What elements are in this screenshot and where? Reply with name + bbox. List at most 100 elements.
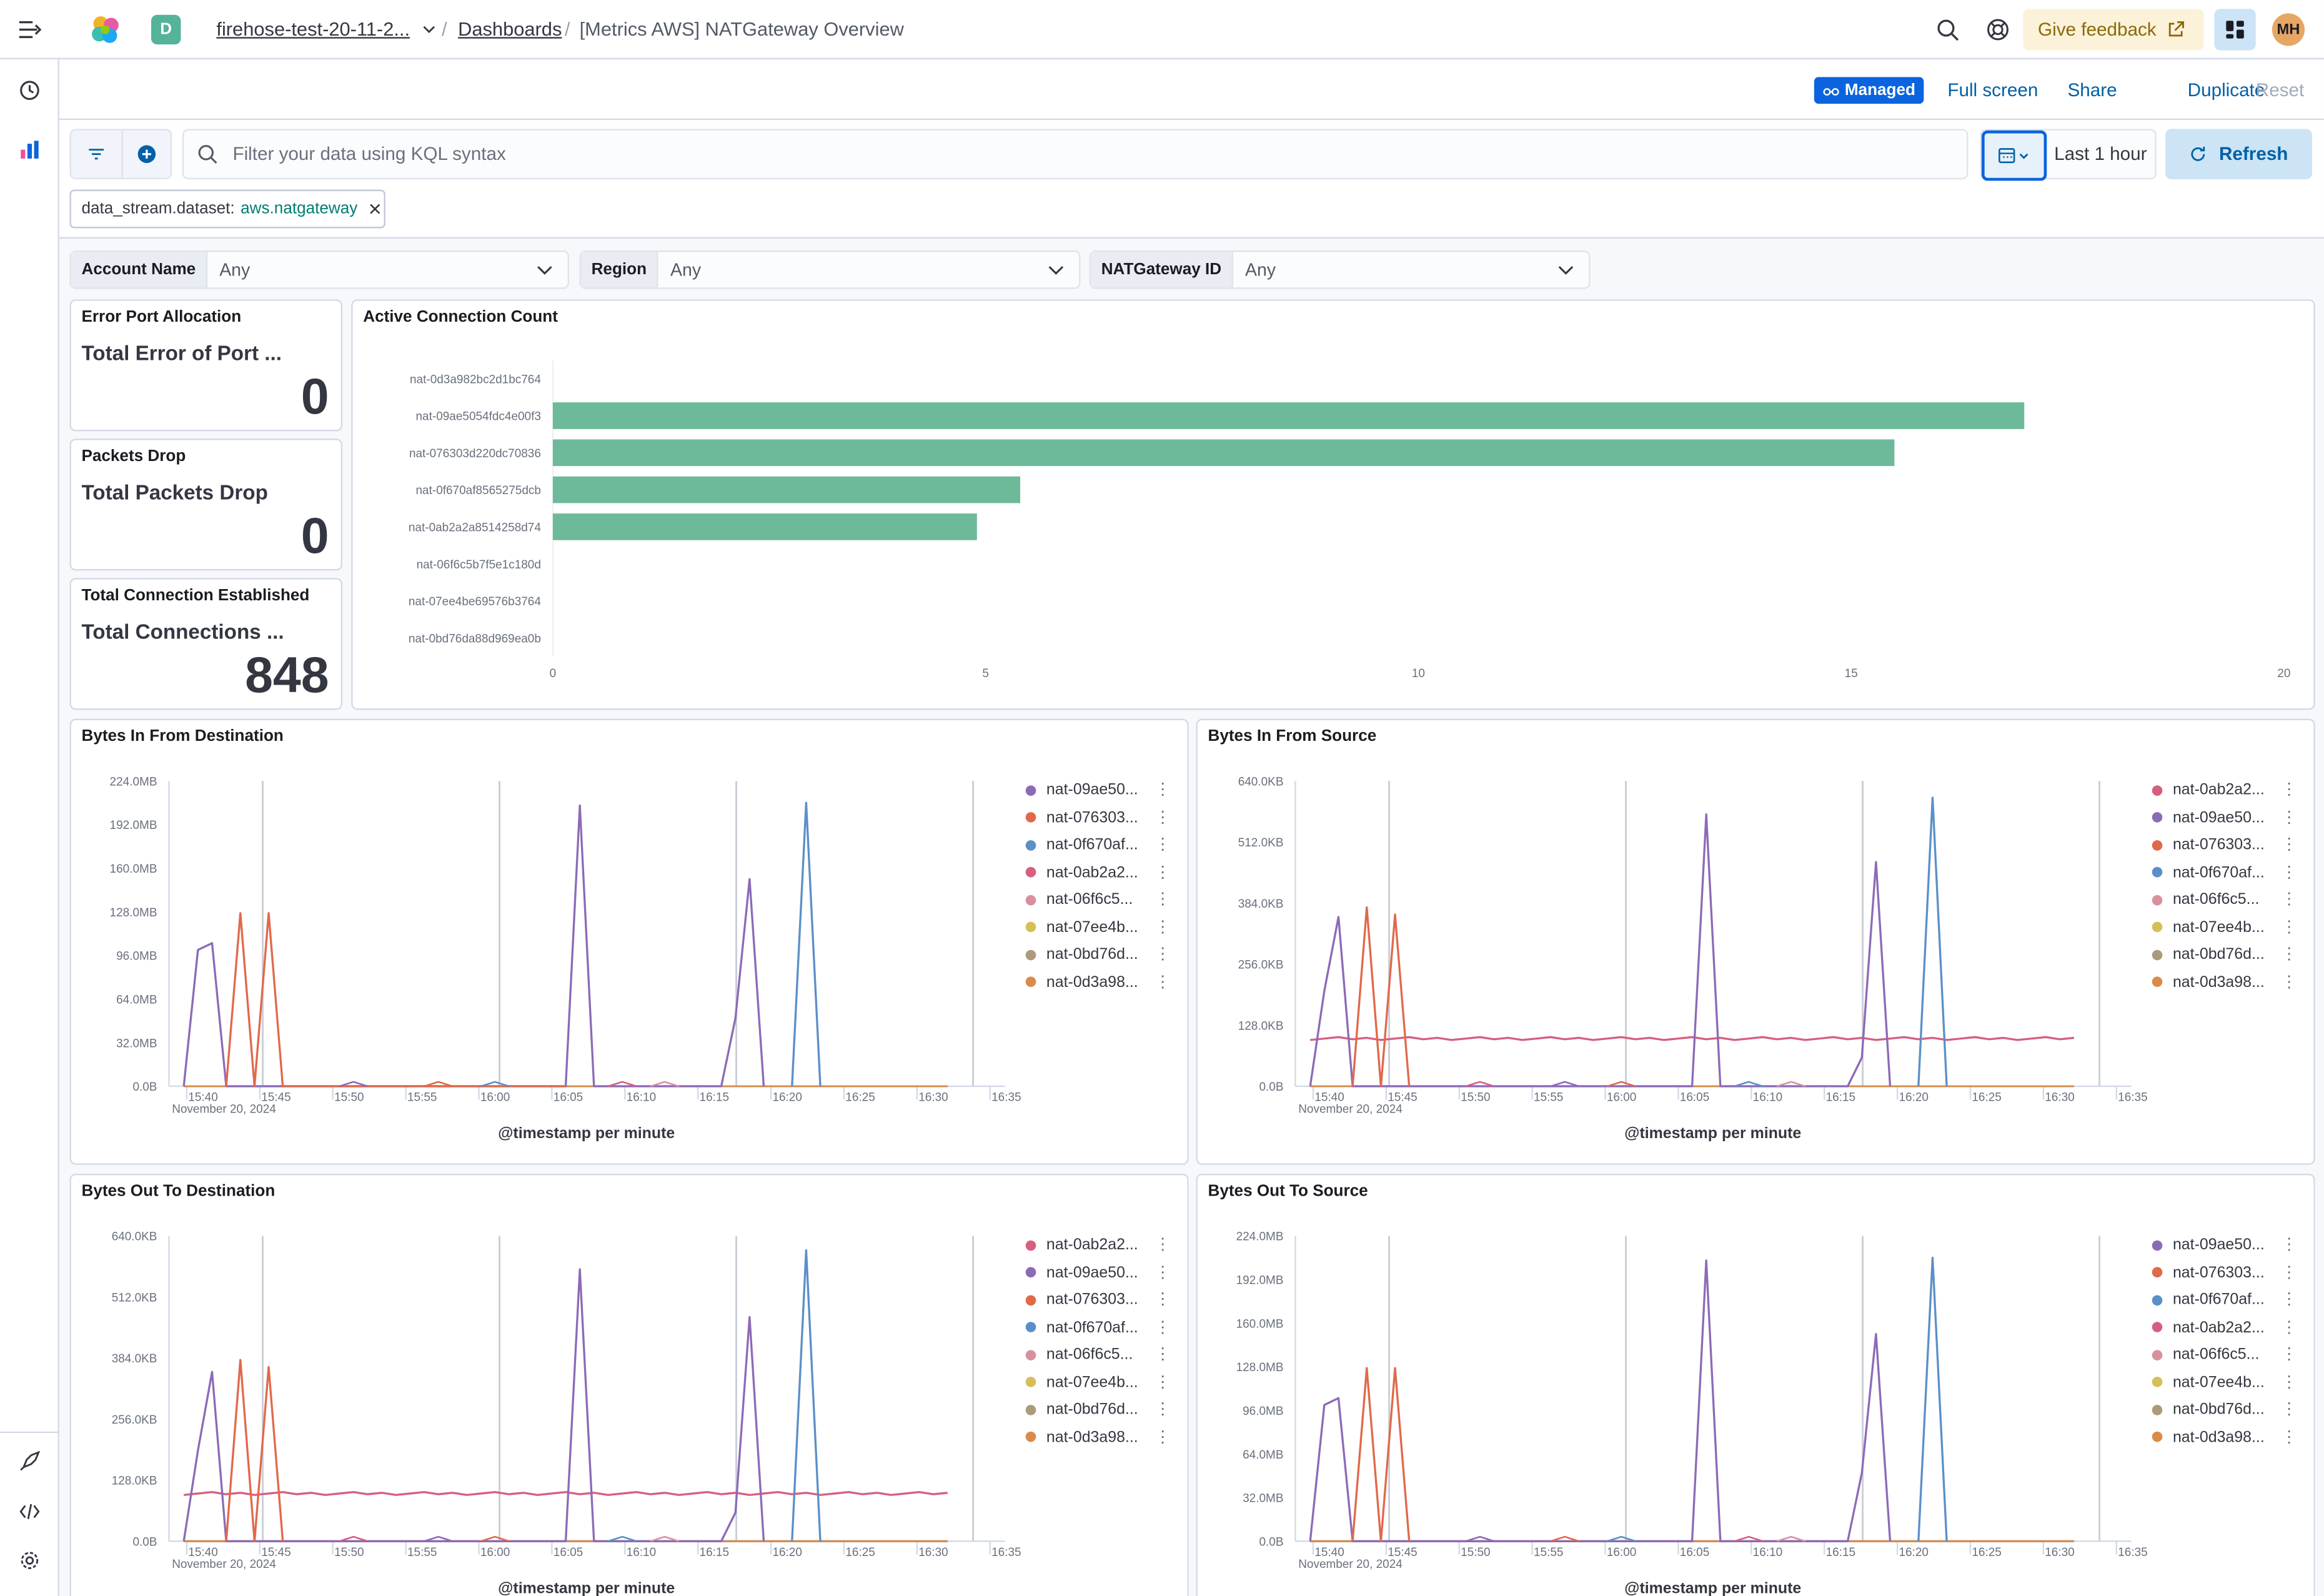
- legend-menu-icon[interactable]: ⋮: [2281, 1400, 2298, 1419]
- legend-item[interactable]: nat-0bd76d...: [1025, 944, 1138, 964]
- legend-menu-icon[interactable]: ⋮: [2281, 808, 2298, 826]
- legend-menu-icon[interactable]: ⋮: [1155, 1373, 1171, 1391]
- legend-menu-icon[interactable]: ⋮: [1155, 808, 1171, 826]
- legend-menu-icon[interactable]: ⋮: [2281, 1263, 2298, 1281]
- control-account-name[interactable]: Account Name Any: [69, 250, 570, 289]
- ai-assistant-button[interactable]: [2214, 9, 2256, 51]
- legend-menu-icon[interactable]: ⋮: [1155, 1318, 1171, 1336]
- line-chart-panel-bytes-in-source: Bytes In From Source 640.0KB 512.0KB 384.0…: [1196, 718, 2315, 1165]
- legend-item[interactable]: nat-06f6c5...: [2152, 889, 2259, 910]
- elastic-logo-icon[interactable]: [89, 13, 121, 46]
- legend-menu-icon[interactable]: ⋮: [2281, 945, 2298, 964]
- series-line: [1309, 813, 1892, 1088]
- recent-clock-icon[interactable]: [16, 79, 43, 102]
- share-button[interactable]: Share: [2067, 80, 2117, 101]
- legend-item[interactable]: nat-06f6c5...: [2152, 1344, 2259, 1365]
- legend-item[interactable]: nat-076303...: [2152, 1262, 2265, 1282]
- legend-menu-icon[interactable]: ⋮: [2281, 1236, 2298, 1254]
- add-filter-icon[interactable]: [122, 131, 172, 178]
- legend-menu-icon[interactable]: ⋮: [1155, 1236, 1171, 1254]
- legend-item[interactable]: nat-07ee4b...: [2152, 916, 2265, 937]
- avatar[interactable]: MH: [2272, 13, 2305, 46]
- legend-menu-icon[interactable]: ⋮: [2281, 1346, 2298, 1364]
- gear-icon[interactable]: [16, 1549, 43, 1572]
- legend-item[interactable]: nat-07ee4b...: [1025, 916, 1138, 937]
- legend-menu-icon[interactable]: ⋮: [2281, 836, 2298, 854]
- legend-menu-icon[interactable]: ⋮: [1155, 973, 1171, 991]
- legend-item[interactable]: nat-0d3a98...: [1025, 971, 1138, 992]
- chevron-down-icon[interactable]: [421, 21, 436, 38]
- legend-menu-icon[interactable]: ⋮: [2281, 1318, 2298, 1336]
- x-tick-label: 16:30: [918, 1546, 948, 1559]
- legend-menu-icon[interactable]: ⋮: [2281, 1427, 2298, 1446]
- legend-menu-icon[interactable]: ⋮: [1155, 1346, 1171, 1364]
- legend-menu-icon[interactable]: ⋮: [1155, 918, 1171, 936]
- legend-item[interactable]: nat-0d3a98...: [1025, 1426, 1138, 1447]
- legend-menu-icon[interactable]: ⋮: [1155, 945, 1171, 964]
- legend-item[interactable]: nat-0ab2a2...: [1025, 1234, 1138, 1255]
- give-feedback-button[interactable]: Give feedback: [2023, 9, 2204, 51]
- legend-menu-icon[interactable]: ⋮: [1155, 1400, 1171, 1419]
- filter-options-icon[interactable]: [71, 130, 123, 178]
- legend-item[interactable]: nat-09ae50...: [1025, 1262, 1138, 1282]
- legend-item[interactable]: nat-09ae50...: [1025, 780, 1138, 800]
- legend-item[interactable]: nat-07ee4b...: [1025, 1372, 1138, 1392]
- legend-menu-icon[interactable]: ⋮: [1155, 836, 1171, 854]
- legend-menu-icon[interactable]: ⋮: [1155, 1291, 1171, 1309]
- legend-item[interactable]: nat-06f6c5...: [1025, 889, 1133, 910]
- duplicate-button[interactable]: Duplicate: [2187, 80, 2265, 101]
- legend-item[interactable]: nat-0ab2a2...: [2152, 1317, 2265, 1337]
- legend-menu-icon[interactable]: ⋮: [1155, 781, 1171, 799]
- menu-toggle-icon[interactable]: [16, 17, 43, 41]
- legend-item[interactable]: nat-0bd76d...: [2152, 1399, 2265, 1420]
- y-tick-label: 256.0KB: [1238, 959, 1284, 972]
- legend-item[interactable]: nat-09ae50...: [2152, 1234, 2265, 1255]
- legend-menu-icon[interactable]: ⋮: [2281, 918, 2298, 936]
- kql-search-field[interactable]: Filter your data using KQL syntax: [182, 129, 1969, 180]
- legend-item[interactable]: nat-0d3a98...: [2152, 1426, 2265, 1447]
- legend-menu-icon[interactable]: ⋮: [2281, 863, 2298, 881]
- calendar-icon[interactable]: [1981, 130, 2047, 181]
- breadcrumb-dashboards[interactable]: Dashboards: [458, 17, 562, 41]
- legend-menu-icon[interactable]: ⋮: [2281, 973, 2298, 991]
- legend-item[interactable]: nat-0ab2a2...: [1025, 862, 1138, 883]
- search-icon[interactable]: [1934, 16, 1961, 43]
- legend-item[interactable]: nat-0bd76d...: [1025, 1399, 1138, 1420]
- refresh-button[interactable]: Refresh: [2165, 129, 2312, 180]
- legend-item[interactable]: nat-0ab2a2...: [2152, 780, 2265, 800]
- legend-menu-icon[interactable]: ⋮: [1155, 1263, 1171, 1281]
- legend-item[interactable]: nat-076303...: [1025, 1289, 1138, 1310]
- legend-menu-icon[interactable]: ⋮: [1155, 863, 1171, 881]
- legend-item[interactable]: nat-0f670af...: [1025, 1317, 1138, 1337]
- full-screen-button[interactable]: Full screen: [1947, 80, 2038, 101]
- breadcrumb-space[interactable]: firehose-test-20-11-2...: [216, 17, 410, 41]
- legend-item[interactable]: nat-076303...: [1025, 807, 1138, 828]
- dashboard-app-icon[interactable]: [16, 138, 43, 162]
- breadcrumb-current: [Metrics AWS] NATGateway Overview: [579, 17, 904, 41]
- legend-item[interactable]: nat-0d3a98...: [2152, 971, 2265, 992]
- close-icon[interactable]: [369, 203, 381, 215]
- legend-item[interactable]: nat-0f670af...: [2152, 862, 2265, 883]
- space-avatar[interactable]: D: [151, 14, 181, 45]
- legend-item[interactable]: nat-07ee4b...: [2152, 1372, 2265, 1392]
- legend-item[interactable]: nat-06f6c5...: [1025, 1344, 1133, 1365]
- legend-menu-icon[interactable]: ⋮: [1155, 890, 1171, 909]
- legend-item[interactable]: nat-076303...: [2152, 835, 2265, 855]
- code-icon[interactable]: [16, 1500, 43, 1524]
- legend-menu-icon[interactable]: ⋮: [1155, 1427, 1171, 1446]
- control-region[interactable]: Region Any: [579, 250, 1081, 289]
- control-natgateway-id[interactable]: NATGateway ID Any: [1089, 250, 1591, 289]
- legend-item[interactable]: nat-0bd76d...: [2152, 944, 2265, 964]
- legend-menu-icon[interactable]: ⋮: [2281, 1291, 2298, 1309]
- legend-item[interactable]: nat-0f670af...: [2152, 1289, 2265, 1310]
- reset-button[interactable]: Reset: [2255, 80, 2305, 101]
- legend-menu-icon[interactable]: ⋮: [2281, 890, 2298, 909]
- filter-pill[interactable]: data_stream.dataset: aws.natgateway: [69, 189, 385, 229]
- time-picker[interactable]: Last 1 hour: [1980, 129, 2157, 181]
- legend-menu-icon[interactable]: ⋮: [2281, 781, 2298, 799]
- legend-menu-icon[interactable]: ⋮: [2281, 1373, 2298, 1391]
- legend-item[interactable]: nat-0f670af...: [1025, 835, 1138, 855]
- rocket-icon[interactable]: [16, 1449, 43, 1473]
- help-icon[interactable]: [1985, 16, 2012, 43]
- legend-item[interactable]: nat-09ae50...: [2152, 807, 2265, 828]
